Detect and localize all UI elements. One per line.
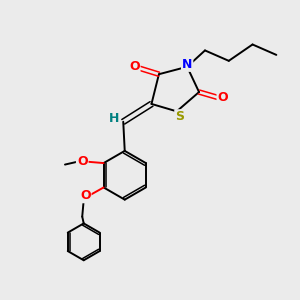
Text: S: S [175,110,184,123]
Text: O: O [80,189,91,202]
Text: O: O [129,60,140,73]
Text: O: O [77,155,88,168]
Text: H: H [109,112,119,125]
Text: O: O [218,91,228,104]
Text: N: N [182,58,192,71]
